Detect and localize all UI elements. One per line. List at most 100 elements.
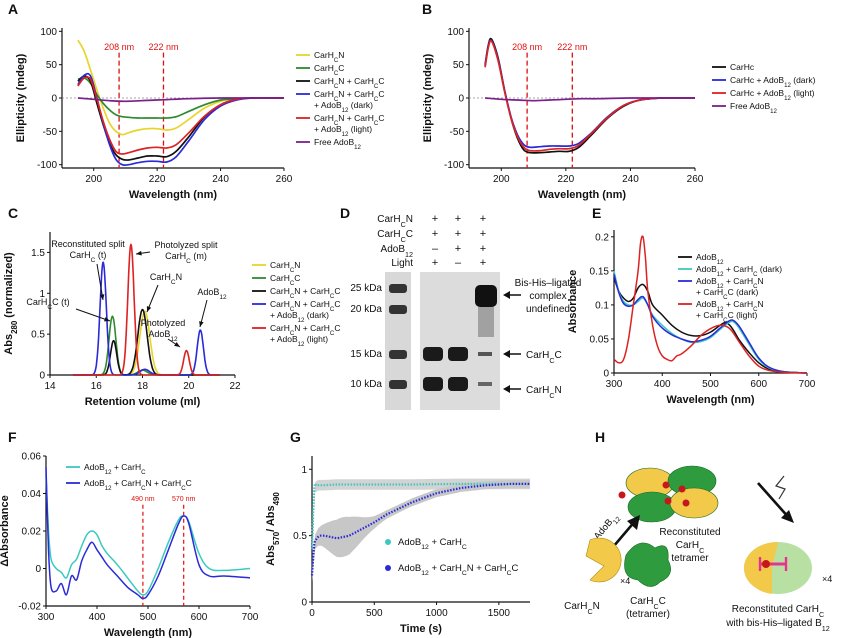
legend-marker [385,539,391,545]
x-tick-label: 300 [606,379,623,390]
carhcc-icon [624,542,671,587]
y-tick-label: 1 [39,289,45,300]
marker-band [389,284,407,293]
arrowhead [174,342,180,347]
legend-label: AdoB12 + CarHC [398,537,467,551]
gel-sign: + [432,213,438,225]
x-tick-label: 16 [91,381,103,392]
arrowhead [503,385,510,393]
wavelength-marker-label: 222 nm [557,42,587,52]
panel-letter: A [8,1,18,17]
legend-label: AdoB12 [696,252,724,266]
legend-label: + CarHCC (light) [696,310,758,324]
y-tick-label: 0.5 [31,330,45,341]
gel-sign: + [480,228,486,240]
x-tick-label: 220 [558,174,575,185]
x-tick-label: 500 [140,612,157,623]
y-tick-label: 0 [301,598,307,609]
legend-label: Free AdoB12 [314,137,362,151]
y-tick-label: 0.15 [590,266,610,277]
y-axis-label: Ellipticity (mdeg) [422,53,434,142]
panel-c: 14 16 18 20 22 0 0.5 1 1.5 Retention volume (ml) A… [3,205,340,408]
band-label: complex [529,291,566,302]
arrowhead [146,306,152,312]
legend-label: CarHCN + CarHCC [314,113,384,127]
wavelength-marker-label: 208 nm [512,42,542,52]
y-tick-label: 1 [301,465,307,476]
panel-a: 200 220 240 260 -100 -50 0 50 100 Wavelength (nm)… [8,1,384,201]
legend-label: + AdoB12 (dark) [270,310,329,324]
tetramer-icon [625,465,719,523]
arrowhead [104,317,110,322]
peak-annotation: AdoB12 [197,287,227,301]
series-line [77,97,284,103]
y-tick-label: 0.02 [22,527,42,538]
panel-letter: D [340,205,350,221]
x-axis-label: Retention volume (ml) [85,396,201,408]
complex-subunit [744,542,778,568]
series-line [77,76,284,119]
marker-label: 20 kDa [350,304,382,315]
carhcc-label: CarHCC [630,596,666,611]
legend-label: AdoB12 + CarHC [84,462,146,476]
band-label: CarHCC [526,350,562,365]
x-axis-label: Wavelength (nm) [104,627,193,638]
tetramer-label: tetramer [671,553,709,564]
legend-label: AdoB12 + CarHCN [696,299,764,313]
subunit-shape [669,487,719,519]
legend-label: CarHCN + CarHCC [270,286,340,300]
x-tick-label: 600 [750,379,767,390]
legend-label: CarHc + AdoB12 (light) [730,88,815,102]
x-tick-label: 500 [366,608,383,619]
arrowhead [99,294,105,300]
peak-annotation: CarHCC (t) [26,297,69,311]
legend-label: CarHCN [270,260,300,274]
carhcn-label: CarHCN [564,601,600,616]
series-line [613,235,808,374]
carhcn-icon [585,537,622,583]
x-tick-label: 700 [242,612,259,623]
gel-sign: + [480,257,486,269]
final-label: Reconstituted CarHC [732,604,824,619]
wavelength-marker-label: 222 nm [148,42,178,52]
series-line [613,277,808,374]
cofactor-dot [678,485,686,493]
series-line [77,39,284,136]
y-tick-label: -100 [37,160,57,171]
panel-b: 200 220 240 260 -100 -50 0 50 100 Wavelength (nm)… [422,1,816,201]
marker-band [389,350,407,359]
legend-label: + AdoB12 (dark) [314,100,373,114]
peak-annotation: CarHC (t) [70,250,107,264]
y-tick-label: 0 [458,94,464,105]
stoichiometry-label: ×4 [620,576,630,586]
y-axis-label: Absorbance [567,270,579,334]
x-axis-label: Wavelength (nm) [666,394,755,406]
panel-h: HReconstitutedCarHCtetramerAdoB12×4CarHC… [564,429,832,633]
gel-sign: + [455,228,461,240]
y-tick-label: 0 [51,94,57,105]
panel-letter: F [8,429,17,445]
panel-letter: G [290,429,301,445]
marker-label: 25 kDa [350,283,382,294]
y-tick-label: -50 [450,127,465,138]
annotation-arrow [96,263,104,301]
protein-band [423,377,443,391]
arrowhead [503,291,510,299]
band-label: undefined [526,304,570,315]
series-line [77,72,284,167]
x-tick-label: 22 [229,381,241,392]
panel-e: 300 400 500 600 700 0 0.05 0.1 0.15 0.2 Wavelength… [567,205,816,406]
x-tick-label: 260 [687,174,704,185]
gel-sign: – [432,243,439,255]
protein-band [475,285,497,307]
legend-label: CarHCN + CarHCC [314,76,384,90]
peak-annotation: Reconstituted split [51,239,125,249]
chromatogram-trace [73,261,220,376]
arrowhead [199,321,204,327]
protein-band [478,382,492,386]
gel-row-label: Light [391,258,413,269]
y-tick-label: 0.2 [595,232,609,243]
wavelength-marker-label: 490 nm [131,496,155,503]
